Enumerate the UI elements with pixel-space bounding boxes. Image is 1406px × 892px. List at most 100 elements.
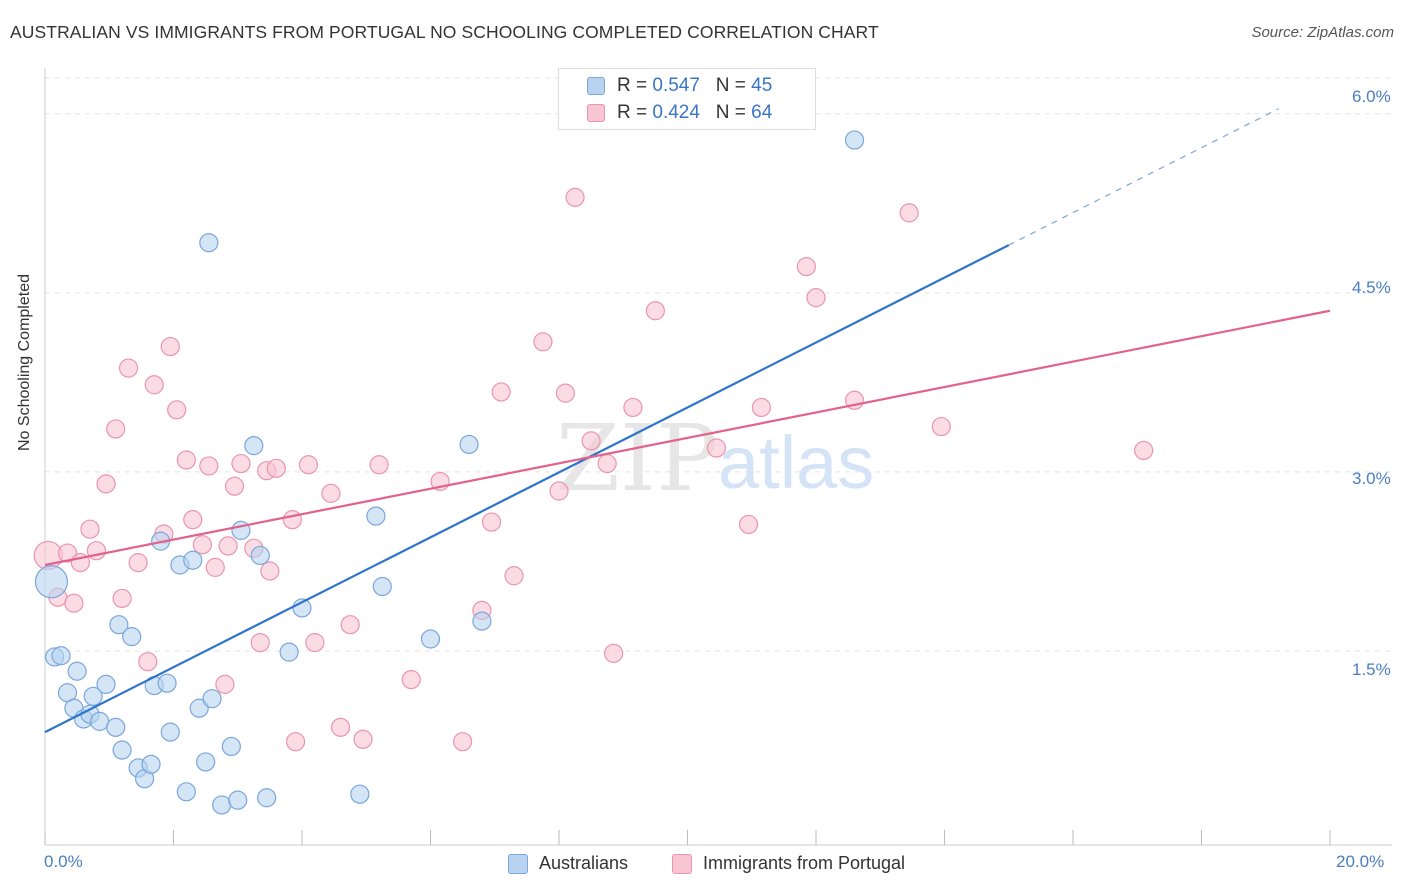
data-point-portugal [96, 474, 116, 494]
data-point-portugal [106, 419, 126, 439]
data-point-portugal [706, 438, 727, 458]
x-tick-label-max: 20.0% [1336, 852, 1385, 871]
data-point-portugal [167, 400, 187, 420]
data-point-portugal [260, 561, 280, 581]
data-point-portugal [796, 256, 816, 277]
data-point-australians [472, 611, 492, 631]
data-point-portugal [118, 358, 139, 378]
data-point-australians [106, 717, 126, 737]
trend-lines [44, 108, 1331, 734]
series-australians-points [34, 130, 865, 815]
data-point-portugal [112, 588, 132, 609]
data-point-portugal [176, 450, 196, 470]
data-point-australians [90, 711, 110, 731]
bottom-legend-swatch-australians [508, 854, 528, 874]
data-point-portugal [549, 481, 569, 501]
data-point-portugal [231, 453, 251, 474]
data-point-australians [350, 784, 370, 804]
data-point-portugal [604, 643, 624, 663]
data-point-portugal [205, 557, 225, 577]
data-point-portugal [453, 732, 473, 752]
data-point-portugal [340, 615, 360, 635]
data-point-australians [51, 646, 71, 666]
y-tick-label-4-5: 4.5% [1352, 278, 1391, 297]
source-credit: Source: ZipAtlas.com [1251, 24, 1394, 41]
y-axis-label: No Schooling Completed [16, 274, 33, 451]
legend-n-value-australians: 45 [751, 75, 773, 96]
data-point-portugal [282, 510, 302, 530]
data-point-portugal [128, 553, 148, 573]
data-point-australians [257, 788, 277, 808]
legend-n-label: N = [715, 102, 746, 123]
legend-row-australians: R = 0.547 N = 45 [617, 75, 772, 97]
data-point-australians [250, 545, 270, 566]
data-point-portugal [321, 483, 341, 503]
data-point-portugal [80, 519, 100, 539]
data-point-portugal [199, 456, 219, 476]
bottom-legend-portugal: Immigrants from Portugal [703, 853, 906, 873]
data-point-portugal [224, 476, 245, 496]
data-point-australians [244, 436, 264, 456]
data-point-portugal [298, 455, 319, 475]
data-point-australians [122, 627, 142, 647]
data-point-portugal [285, 732, 306, 752]
data-point-australians [67, 661, 87, 681]
legend-swatch-australians [587, 77, 605, 95]
data-point-australians [212, 795, 232, 815]
data-point-portugal [218, 536, 238, 556]
data-point-australians [176, 782, 196, 802]
data-point-australians [109, 615, 129, 635]
data-point-australians [157, 673, 177, 693]
watermark-atlas: atlas [718, 421, 874, 504]
trend-line-australians [44, 244, 1010, 734]
data-point-australians [366, 506, 386, 526]
data-point-portugal [899, 203, 919, 223]
data-point-portugal [565, 187, 585, 207]
data-point-australians [228, 790, 248, 810]
data-point-portugal [138, 652, 158, 672]
legend-r-value-australians: 0.547 [652, 75, 700, 96]
data-point-portugal [555, 383, 576, 403]
legend-r-label: R = [617, 75, 648, 96]
data-point-portugal [192, 535, 213, 555]
data-point-australians [160, 722, 180, 742]
chart-title: AUSTRALIAN VS IMMIGRANTS FROM PORTUGAL N… [10, 22, 879, 42]
data-point-australians [196, 752, 216, 772]
grid-lines [45, 77, 1392, 652]
trend-line-portugal [44, 309, 1331, 567]
data-point-australians [112, 740, 132, 760]
data-point-australians [844, 130, 865, 150]
data-point-portugal [250, 632, 270, 653]
bottom-legend-swatch-portugal [672, 854, 692, 874]
bottom-legend-australians: Australians [539, 853, 629, 873]
data-point-portugal [481, 512, 502, 532]
data-point-australians [34, 565, 69, 599]
data-point-portugal [751, 397, 771, 418]
data-point-portugal [491, 382, 511, 402]
data-point-australians [83, 686, 103, 706]
data-point-portugal [1134, 440, 1154, 461]
y-tick-label-6-0: 6.0% [1352, 87, 1391, 106]
data-point-portugal [144, 375, 164, 395]
data-point-australians [96, 674, 116, 694]
data-point-portugal [931, 416, 951, 437]
data-point-portugal [57, 543, 78, 563]
axes [44, 68, 1392, 846]
data-point-australians [202, 689, 222, 709]
data-point-portugal [369, 455, 389, 475]
data-point-australians [279, 642, 299, 662]
y-tick-label-3-0: 3.0% [1352, 469, 1391, 488]
legend-swatch-portugal [587, 104, 605, 122]
legend-n-label: N = [715, 75, 746, 96]
data-point-portugal [401, 669, 421, 690]
legend-row-portugal: R = 0.424 N = 64 [617, 102, 772, 124]
data-point-portugal [330, 717, 351, 737]
trend-line-australians-extension [1008, 108, 1279, 246]
data-point-australians [221, 736, 241, 757]
data-point-portugal [623, 397, 643, 418]
legend-r-value-portugal: 0.424 [652, 102, 700, 123]
y-tick-label-1-5: 1.5% [1352, 660, 1391, 679]
x-tick-label-min: 0.0% [44, 852, 83, 871]
data-point-australians [183, 550, 203, 570]
